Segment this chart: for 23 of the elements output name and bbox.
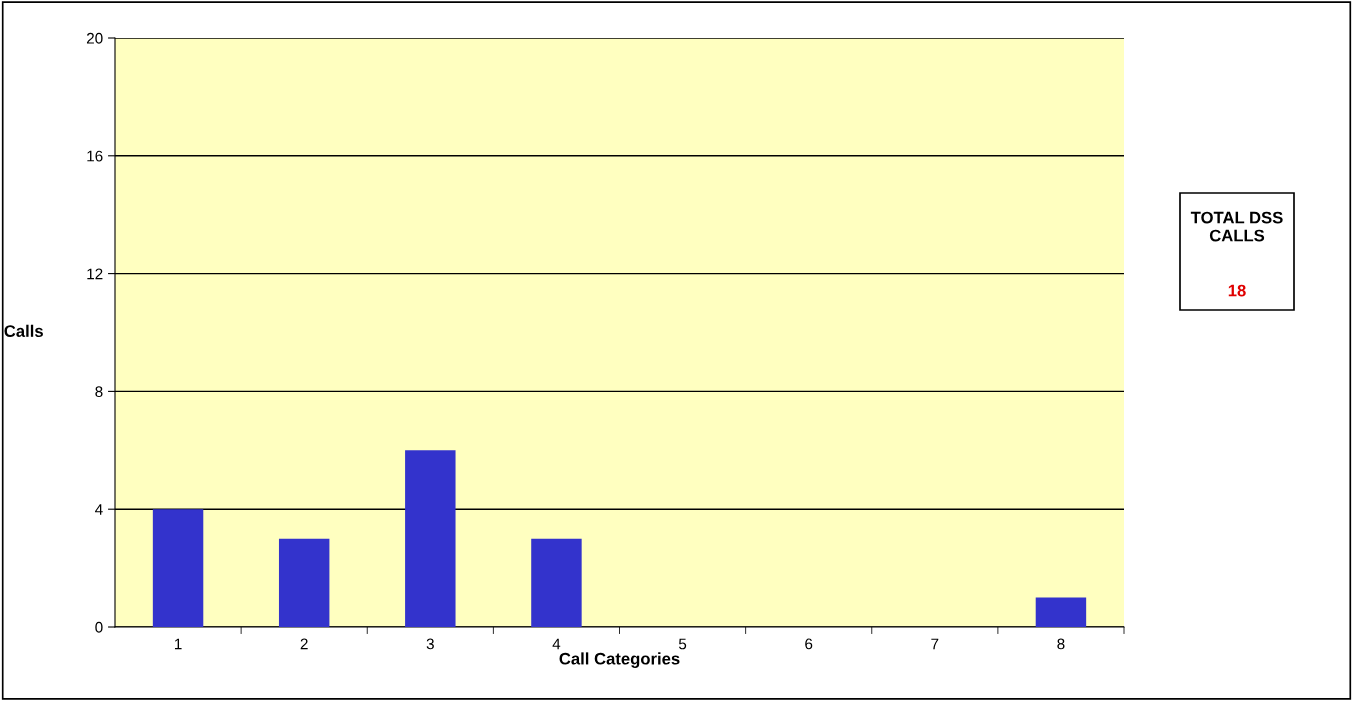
y-tick-label: 8: [95, 386, 103, 398]
y-tick-label: 20: [86, 32, 103, 44]
bar: [531, 538, 582, 627]
x-tick-label: 7: [931, 638, 939, 650]
y-tick-label: 4: [95, 504, 103, 515]
bar: [152, 509, 204, 627]
y-tick-label: 12: [87, 268, 103, 280]
bar: [1035, 597, 1087, 627]
x-tick-label: 4: [552, 638, 561, 650]
bar: [278, 538, 330, 627]
y-axis-title: Calls: [4, 324, 43, 337]
text: TOTAL DSS CALLS: [1190, 211, 1283, 242]
x-tick-label: 2: [300, 638, 308, 650]
x-tick-label: 8: [1057, 638, 1065, 650]
bar: [405, 450, 456, 627]
x-tick-label: 6: [805, 638, 813, 650]
x-tick-label: 1: [174, 638, 182, 650]
y-tick-label: 0: [95, 621, 103, 633]
x-tick-label: 5: [678, 638, 687, 650]
text: 18: [1228, 284, 1246, 297]
y-tick-label: 16: [87, 150, 103, 162]
x-tick-label: 3: [426, 638, 434, 650]
x-axis-title: Call Categories: [559, 652, 680, 668]
